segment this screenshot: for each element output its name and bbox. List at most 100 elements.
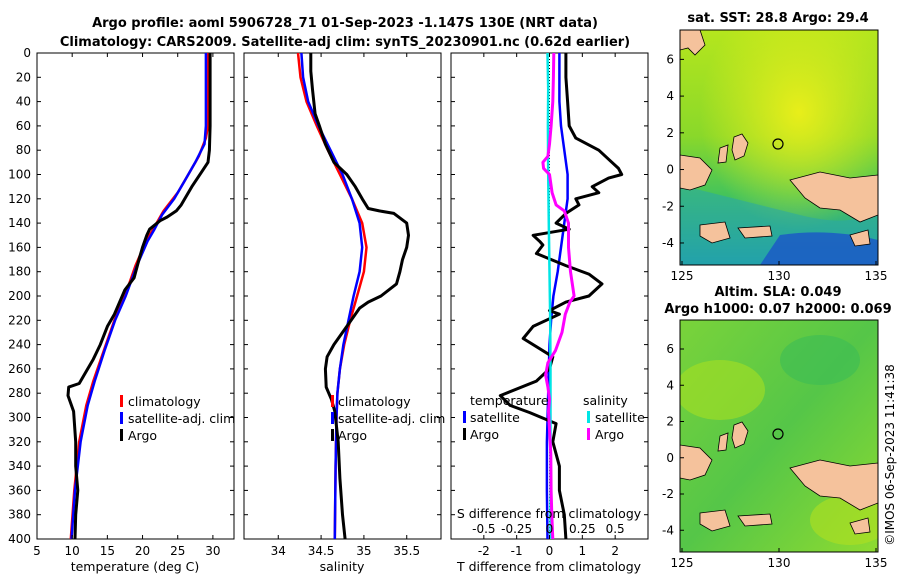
- salinity-legend: climatology satellite-adj. clim Argo: [331, 394, 445, 443]
- sst-cold-water: [760, 232, 878, 265]
- x-top-tick-label: 0: [546, 522, 554, 536]
- difference-legend-salinity: salinity satellite Argo: [583, 393, 645, 442]
- temperature-xlabel: temperature (deg C): [71, 559, 200, 574]
- x-tick-label: 15: [100, 544, 115, 558]
- y-tick-label: 200: [8, 289, 31, 303]
- series-line-argo: [309, 53, 410, 540]
- y-tick-label: 280: [8, 386, 31, 400]
- land-island: [717, 432, 729, 452]
- sst-map-ticks: 125 130 135 6 4 2 0 -2 -4: [662, 52, 887, 283]
- series-line-climatology: [296, 52, 368, 540]
- map-y-tick-label: -2: [662, 487, 674, 501]
- x-tick-label: 34.5: [308, 544, 335, 558]
- x-top-tick-label: 0.5: [606, 522, 625, 536]
- map-y-tick-label: -2: [662, 199, 674, 213]
- x-tick-label: 0: [546, 544, 554, 558]
- y-tick-label: 220: [8, 313, 31, 327]
- y-tick-label: 40: [16, 95, 31, 109]
- x-tick-label: 30: [205, 544, 220, 558]
- legend-swatch-argo: [120, 429, 123, 441]
- land-sulawesi: [680, 444, 713, 481]
- series-line-temperature-argo: [498, 53, 624, 540]
- map-x-tick-label: 130: [768, 269, 791, 283]
- map-y-tick-label: -4: [662, 236, 674, 250]
- map-x-tick-label: 125: [671, 269, 694, 283]
- legend-item: satellite-adj. clim: [338, 411, 445, 426]
- x-top-tick-label: -0.25: [501, 522, 532, 536]
- land-new-guinea: [789, 459, 878, 511]
- land-seram: [737, 225, 773, 239]
- land-aru: [849, 517, 871, 535]
- y-tick-label: 0: [23, 46, 31, 60]
- x-tick-label: 20: [135, 544, 150, 558]
- series-line-climatology: [69, 53, 210, 540]
- title-line-1: Argo profile: aoml 5906728_71 01-Sep-202…: [92, 16, 598, 31]
- x-top-tick-label: 0.25: [569, 522, 596, 536]
- y-tick-label: 260: [8, 362, 31, 376]
- map-x-tick-label: 125: [671, 556, 694, 570]
- land-halmahera: [731, 421, 749, 449]
- land-halmahera: [731, 133, 749, 161]
- salinity-xlabel: salinity: [320, 559, 365, 574]
- legend-swatch-sal-argo: [587, 428, 590, 440]
- y-tick-label: 360: [8, 483, 31, 497]
- salinity-series: [296, 52, 410, 540]
- land-new-guinea: [789, 171, 878, 223]
- sla-map-title-1: Altim. SLA: 0.049: [715, 285, 842, 300]
- land-seram: [737, 513, 773, 527]
- land-island: [717, 144, 729, 164]
- y-tick-label: 120: [8, 192, 31, 206]
- legend-item: Argo: [338, 428, 367, 443]
- sla-high-patch: [680, 360, 765, 420]
- legend-item: satellite: [470, 410, 520, 425]
- watermark: ©IMOS 06-Sep-2023 11:41:38: [883, 364, 897, 546]
- x-tick-label: 5: [33, 544, 41, 558]
- x-top-tick-label: -0.5: [472, 522, 495, 536]
- sla-low-patch: [780, 335, 860, 385]
- y-tick-label: 240: [8, 338, 31, 352]
- map-y-tick-label: 2: [666, 415, 674, 429]
- y-tick-label: 160: [8, 240, 31, 254]
- land-aru: [849, 229, 871, 247]
- difference-series: [498, 52, 624, 540]
- legend-item: satellite-adj. clim: [128, 411, 235, 426]
- map-x-tick-label: 135: [865, 269, 888, 283]
- y-tick-label: 80: [16, 143, 31, 157]
- sla-map-ticks: 125 130 135 6 4 2 0 -2 -4: [662, 342, 887, 570]
- legend-item: Argo: [470, 427, 499, 442]
- y-tick-label: 300: [8, 411, 31, 425]
- map-x-tick-label: 135: [865, 556, 888, 570]
- land-buru: [699, 509, 731, 532]
- legend-title: salinity: [583, 393, 628, 408]
- land-sulawesi: [680, 154, 713, 191]
- x-tick-label: 2: [611, 544, 619, 558]
- y-tick-label: 20: [16, 70, 31, 84]
- y-tick-label: 380: [8, 508, 31, 522]
- legend-item: Argo: [128, 428, 157, 443]
- legend-swatch-sat: [120, 412, 123, 424]
- legend-swatch-clim: [120, 395, 123, 407]
- map-y-tick-label: -4: [662, 523, 674, 537]
- sst-map-title: sat. SST: 28.8 Argo: 29.4: [687, 11, 868, 26]
- x-tick-label: 35.5: [393, 544, 420, 558]
- legend-item: Argo: [595, 427, 624, 442]
- temperature-legend: climatology satellite-adj. clim Argo: [120, 394, 235, 443]
- legend-item: climatology: [338, 394, 411, 409]
- sst-map: [680, 30, 878, 265]
- series-line-satellite-adj-clim: [70, 53, 208, 540]
- x-tick-label: 25: [170, 544, 185, 558]
- legend-swatch-sat: [331, 412, 334, 424]
- temperature-axes: [36, 52, 235, 540]
- map-x-tick-label: 130: [768, 556, 791, 570]
- map-y-tick-label: 2: [666, 126, 674, 140]
- legend-swatch-argo: [331, 429, 334, 441]
- temperature-series: [66, 53, 212, 540]
- legend-swatch-clim: [331, 395, 334, 407]
- sla-map-title-2: Argo h1000: 0.07 h2000: 0.069: [664, 302, 891, 317]
- x-tick-label: -2: [478, 544, 490, 558]
- series-line-satellite-adj-clim: [300, 52, 364, 540]
- argo-location-marker: [772, 428, 784, 440]
- x-tick-label: 34: [271, 544, 286, 558]
- y-tick-label: 60: [16, 119, 31, 133]
